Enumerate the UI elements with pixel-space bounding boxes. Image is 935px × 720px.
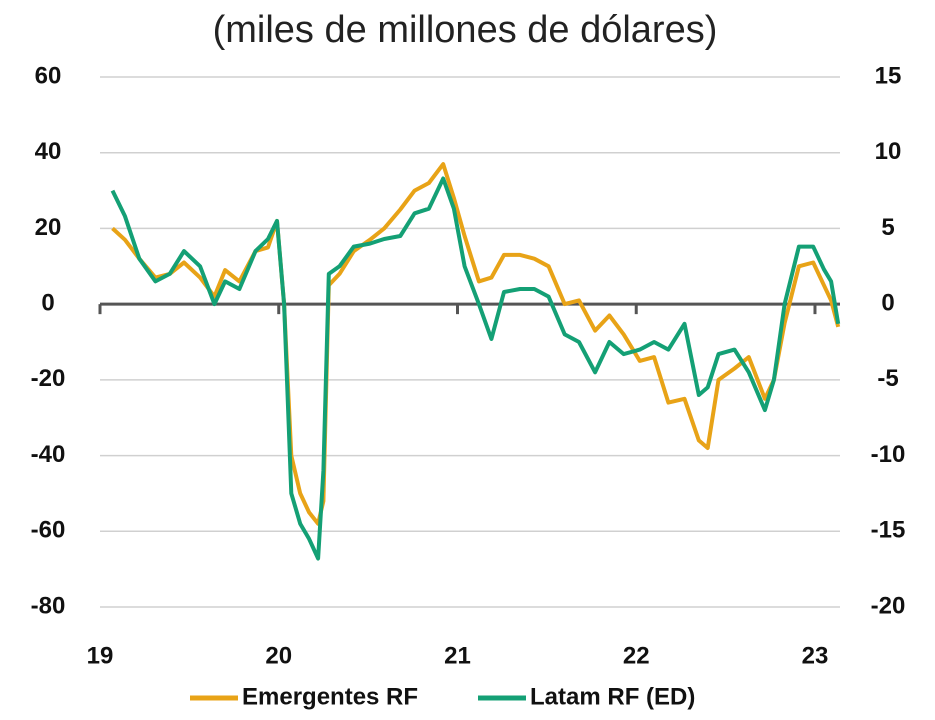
x-tick-label: 21 bbox=[444, 642, 471, 669]
x-tick-label: 20 bbox=[265, 642, 292, 669]
y2-tick-label: 15 bbox=[875, 62, 902, 89]
y-tick-label: -20 bbox=[31, 365, 66, 392]
chart-title: (miles de millones de dólares) bbox=[213, 9, 718, 51]
y-tick-label: 60 bbox=[35, 62, 62, 89]
y-tick-label: 40 bbox=[35, 138, 62, 165]
legend-label: Latam RF (ED) bbox=[530, 683, 695, 710]
y-tick-label: 20 bbox=[35, 214, 62, 241]
y-tick-label: -80 bbox=[31, 592, 66, 619]
series-line bbox=[111, 162, 841, 526]
y2-tick-label: 5 bbox=[881, 214, 894, 241]
y2-tick-label: -10 bbox=[871, 441, 906, 468]
y-tick-label: -40 bbox=[31, 441, 66, 468]
series-line bbox=[110, 176, 841, 561]
y2-tick-label: -15 bbox=[871, 517, 906, 544]
y2-tick-label: 10 bbox=[875, 138, 902, 165]
y2-tick-label: 0 bbox=[881, 289, 894, 316]
x-tick-label: 19 bbox=[87, 642, 114, 669]
x-tick-label: 22 bbox=[623, 642, 650, 669]
y-tick-label: 0 bbox=[41, 289, 54, 316]
y-tick-label: -60 bbox=[31, 517, 66, 544]
legend-label: Emergentes RF bbox=[242, 683, 418, 710]
y2-tick-label: -20 bbox=[871, 592, 906, 619]
x-tick-label: 23 bbox=[802, 642, 829, 669]
y2-tick-label: -5 bbox=[877, 365, 898, 392]
